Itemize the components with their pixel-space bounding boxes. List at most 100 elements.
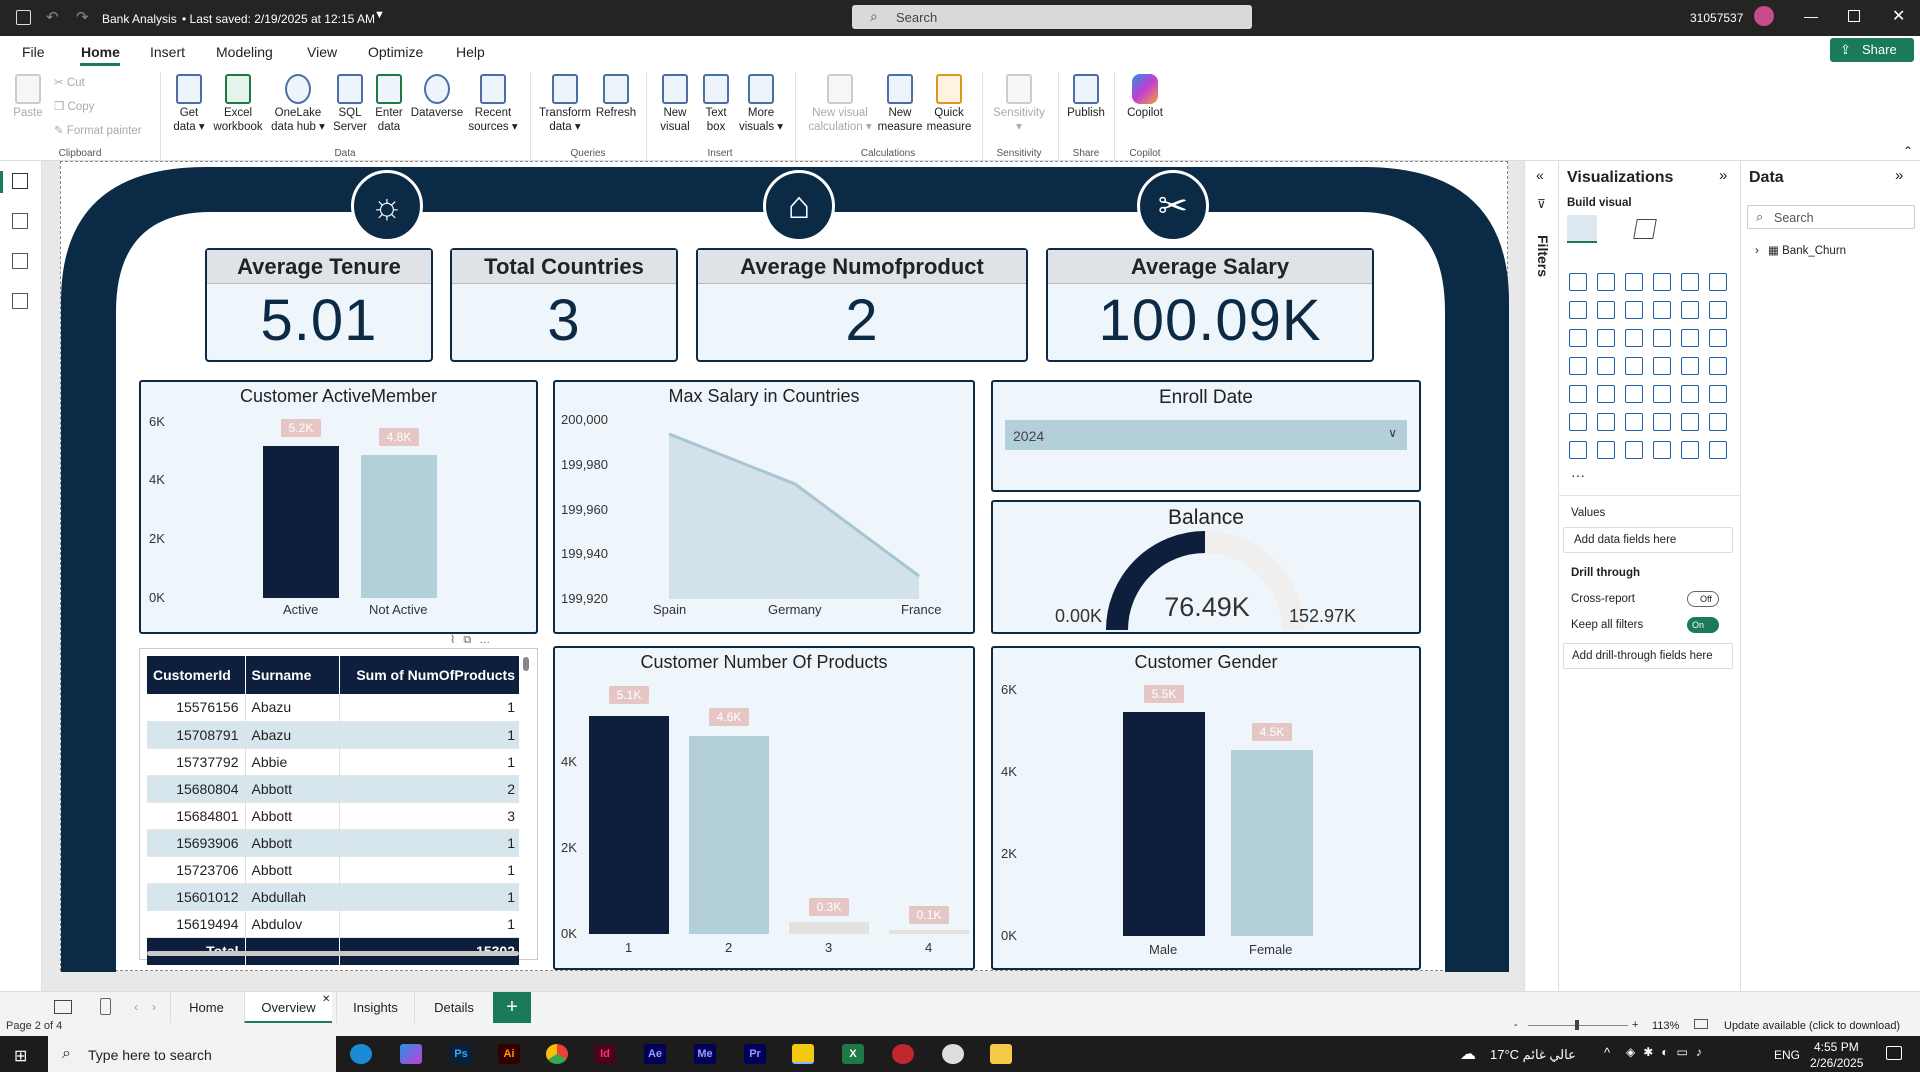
get-data-button[interactable]: Get data ▾ [166,74,212,134]
visual-type-icon[interactable] [1597,385,1615,403]
share-button[interactable]: ⇪ Share [1830,38,1914,62]
values-well[interactable]: Add data fields here [1563,527,1733,553]
bar-not-active[interactable] [361,455,437,598]
scrollbar[interactable] [523,657,529,671]
copilot-button[interactable]: Copilot [1120,74,1170,120]
visual-type-icon[interactable] [1625,385,1643,403]
fit-page-icon[interactable] [1694,1019,1708,1029]
avatar[interactable] [1754,6,1774,26]
tray-icons[interactable]: ◈✱◐▭♪ [1626,1045,1710,1059]
undo-icon[interactable]: ↶ [46,9,59,26]
data-search-input[interactable]: ⌕ Search [1747,205,1915,229]
visual-type-icon[interactable] [1625,357,1643,375]
column-header[interactable]: Sum of NumOfProducts [356,667,515,683]
mobile-layout-icon[interactable] [100,998,111,1015]
refresh-button[interactable]: Refresh [594,74,638,120]
notifications-icon[interactable] [1886,1046,1902,1060]
collapse-pane-icon[interactable]: » [1719,167,1728,184]
table-row[interactable]: 15708791 Abazu 1 [147,721,519,748]
visual-type-icon[interactable] [1597,357,1615,375]
kpi-total-countries[interactable]: Total Countries 3 [450,248,678,362]
excel-icon[interactable]: X [842,1044,864,1064]
menu-modeling[interactable]: Modeling [216,44,273,60]
menu-view[interactable]: View [307,44,338,60]
file-explorer-icon[interactable] [990,1044,1012,1064]
table-row[interactable]: 15680804 Abbott 2 [147,775,519,802]
bar-male[interactable] [1123,712,1205,936]
update-available-link[interactable]: Update available (click to download) [1724,1020,1901,1032]
bar-product-3[interactable] [789,922,869,934]
app-icon[interactable] [942,1044,964,1064]
slicer-enroll-date[interactable]: Enroll Date 2024 ∨ [991,380,1421,492]
menu-home[interactable]: Home [81,44,120,60]
visual-type-icon[interactable] [1681,413,1699,431]
more-visuals-button[interactable]: More visuals ▾ [734,74,788,134]
indesign-icon[interactable]: Id [594,1044,616,1064]
new-visual-button[interactable]: New visual [652,74,698,134]
paste-button[interactable]: Paste [10,74,46,120]
photoshop-icon[interactable]: Ps [450,1044,472,1064]
recent-sources-button[interactable]: Recent sources ▾ [464,74,522,134]
dax-query-view-icon[interactable] [12,293,28,309]
keep-filters-toggle[interactable]: On [1687,617,1719,633]
visual-type-icon[interactable] [1709,413,1727,431]
visual-type-icon[interactable] [1653,329,1671,347]
drill-through-well[interactable]: Add drill-through fields here [1563,643,1733,669]
prev-page-icon[interactable]: ‹ [134,1000,138,1014]
visual-type-icon[interactable] [1709,385,1727,403]
table-view-icon[interactable] [12,213,28,229]
visual-type-icon[interactable] [1709,301,1727,319]
taskbar-search[interactable]: ⌕ Type here to search [48,1036,336,1072]
cross-report-toggle[interactable]: Off [1687,591,1719,607]
visual-type-icon[interactable] [1653,357,1671,375]
menu-optimize[interactable]: Optimize [368,44,424,60]
new-measure-button[interactable]: New measure [876,74,924,134]
more-visuals-icon[interactable]: ··· [1571,467,1585,483]
kpi-average-numofproduct[interactable]: Average Numofproduct 2 [696,248,1028,362]
format-visual-icon[interactable] [1633,219,1657,239]
desktop-layout-icon[interactable] [54,1000,72,1014]
menu-file[interactable]: File [22,44,45,60]
visual-type-icon[interactable] [1709,273,1727,291]
illustrator-icon[interactable]: Ai [498,1044,520,1064]
close-tab-icon[interactable]: ✕ [322,994,331,1005]
bar-product-4[interactable] [889,930,969,934]
kpi-average-salary[interactable]: Average Salary 100.09K [1046,248,1374,362]
windows-start-icon[interactable]: ⊞ [14,1048,28,1065]
table-visual[interactable]: ⌇⧉… CustomerId Surname Sum of NumOfProdu… [139,634,538,965]
menu-insert[interactable]: Insert [150,44,186,60]
save-icon[interactable] [16,10,31,25]
visual-type-icon[interactable] [1681,273,1699,291]
bar-female[interactable] [1231,750,1313,936]
horizontal-scrollbar[interactable] [147,951,519,956]
visual-type-icon[interactable] [1681,441,1699,459]
visual-type-icon[interactable] [1681,301,1699,319]
zoom-thumb[interactable] [1575,1020,1579,1030]
powerbi-icon[interactable] [792,1044,814,1064]
build-visual-icon[interactable] [1567,215,1597,243]
publish-button[interactable]: Publish [1064,74,1108,120]
chrome-icon[interactable] [546,1044,568,1064]
copy-button[interactable]: ❐ Copy [54,101,95,113]
excel-workbook-button[interactable]: Excel workbook [210,74,266,134]
zoom-in-icon[interactable]: + [1632,1019,1639,1031]
clock-date[interactable]: 2/26/2025 [1810,1056,1864,1070]
clock-time[interactable]: 4:55 PM [1814,1040,1859,1054]
visual-type-icon[interactable] [1597,441,1615,459]
kpi-average-tenure[interactable]: Average Tenure 5.01 [205,248,433,362]
chart-number-of-products[interactable]: Customer Number Of Products 4K 2K 0K 5.1… [553,646,975,970]
edge-icon[interactable] [350,1044,372,1064]
sql-server-button[interactable]: SQL Server [330,74,370,134]
copilot-icon[interactable] [400,1044,422,1064]
visual-type-icon[interactable] [1653,413,1671,431]
premiere-icon[interactable]: Pr [744,1044,766,1064]
report-view-icon[interactable] [0,171,3,193]
report-view-icon[interactable] [12,173,28,189]
visual-type-icon[interactable] [1597,273,1615,291]
visual-type-icon[interactable] [1625,329,1643,347]
tab-home[interactable]: Home [170,992,242,1024]
new-visual-calculation-button[interactable]: New visual calculation ▾ [800,74,880,134]
visual-header-icons[interactable]: ⌇⧉… [450,634,499,646]
visual-type-icon[interactable] [1625,413,1643,431]
column-header[interactable]: Surname [245,656,340,694]
